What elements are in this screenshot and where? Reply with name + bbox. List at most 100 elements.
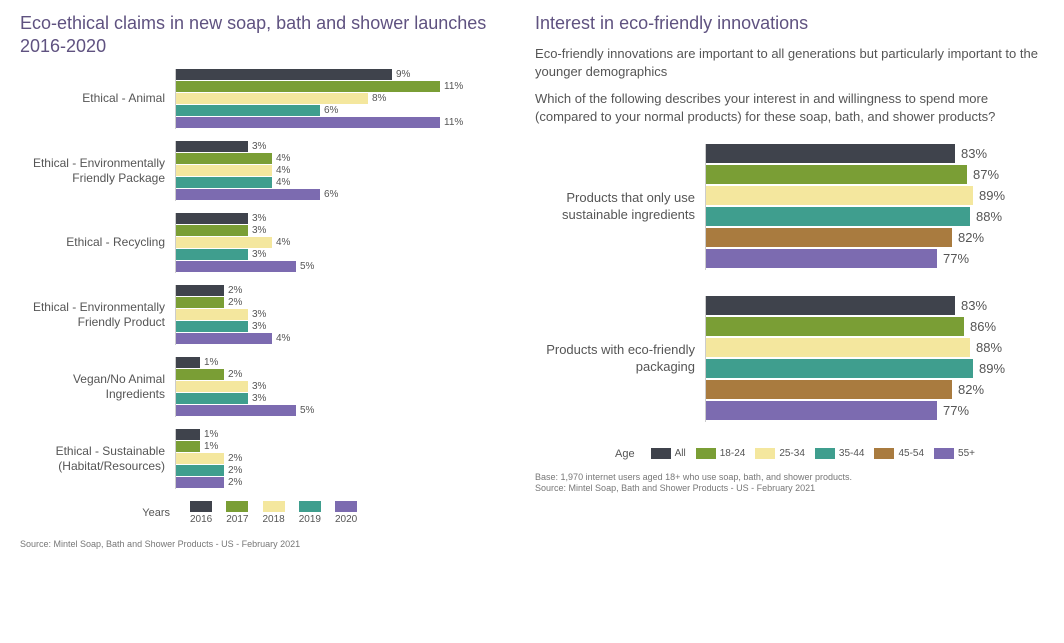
bar-value: 88%: [976, 340, 1002, 355]
left-legend: Years 20162017201820192020: [120, 501, 499, 525]
bar: [706, 186, 973, 205]
right-chart-title: Interest in eco-friendly innovations: [535, 12, 1044, 35]
bar: [176, 369, 224, 380]
bar-group: Ethical - Animal9%11%8%6%11%: [20, 69, 499, 129]
bars-area: 83%87%89%88%82%77%: [705, 144, 1044, 270]
bar-row: 4%: [176, 237, 499, 248]
bar-row: 82%: [706, 228, 1044, 247]
bar: [176, 105, 320, 116]
bars-area: 83%86%88%89%82%77%: [705, 296, 1044, 422]
bar-value: 5%: [300, 405, 314, 416]
bar-row: 2%: [176, 477, 499, 488]
bar-group: Products that only use sustainable ingre…: [535, 144, 1044, 270]
bar: [176, 225, 248, 236]
bar: [176, 81, 440, 92]
bar-value: 1%: [204, 441, 218, 452]
bar: [176, 285, 224, 296]
legend-color-box: [263, 501, 285, 512]
legend-swatch: 2020: [335, 501, 357, 525]
bar-value: 88%: [976, 209, 1002, 224]
bar: [176, 189, 320, 200]
bar: [176, 321, 248, 332]
legend-color-box: [651, 448, 671, 459]
bar-value: 3%: [252, 393, 266, 404]
legend-item-label: 2018: [263, 514, 285, 525]
bar-row: 77%: [706, 249, 1044, 268]
bar-row: 1%: [176, 357, 499, 368]
bar: [176, 93, 368, 104]
bar-value: 4%: [276, 165, 290, 176]
bar-row: 5%: [176, 405, 499, 416]
bar: [176, 153, 272, 164]
bar: [706, 296, 955, 315]
bar-value: 2%: [228, 369, 242, 380]
bar-row: 83%: [706, 296, 1044, 315]
right-bar-groups: Products that only use sustainable ingre…: [535, 144, 1044, 422]
bar-row: 3%: [176, 309, 499, 320]
category-label: Ethical - Environmentally Friendly Packa…: [20, 156, 175, 186]
bar: [706, 228, 952, 247]
bar-row: 2%: [176, 465, 499, 476]
bar: [176, 249, 248, 260]
bar-value: 9%: [396, 69, 410, 80]
bar: [706, 165, 967, 184]
bar: [176, 357, 200, 368]
legend-item-label: 2017: [226, 514, 248, 525]
category-label: Vegan/No Animal Ingredients: [20, 372, 175, 402]
legend-item-label: 55+: [958, 448, 975, 459]
right-chart-panel: Interest in eco-friendly innovations Eco…: [535, 12, 1044, 549]
bar: [176, 213, 248, 224]
bar: [706, 207, 970, 226]
bar-value: 11%: [444, 81, 463, 92]
right-source: Source: Mintel Soap, Bath and Shower Pro…: [535, 483, 1044, 495]
bar-row: 86%: [706, 317, 1044, 336]
bar: [706, 249, 937, 268]
bar: [706, 144, 955, 163]
bar-value: 82%: [958, 230, 984, 245]
category-label: Ethical - Environmentally Friendly Produ…: [20, 300, 175, 330]
category-label: Products that only use sustainable ingre…: [535, 190, 705, 223]
bar: [176, 261, 296, 272]
bar-value: 83%: [961, 146, 987, 161]
legend-swatch: 2019: [299, 501, 321, 525]
bar-value: 1%: [204, 429, 218, 440]
bar-value: 3%: [252, 249, 266, 260]
left-bar-groups: Ethical - Animal9%11%8%6%11%Ethical - En…: [20, 69, 499, 489]
left-legend-items: 20162017201820192020: [190, 501, 357, 525]
right-legend: Age All18-2425-3435-4445-5455+: [615, 448, 1044, 460]
bar: [176, 333, 272, 344]
bar-value: 2%: [228, 285, 242, 296]
bar: [176, 441, 200, 452]
bar-row: 83%: [706, 144, 1044, 163]
bar-row: 5%: [176, 261, 499, 272]
bar-group: Ethical - Environmentally Friendly Packa…: [20, 141, 499, 201]
bar-value: 77%: [943, 251, 969, 266]
bar-row: 2%: [176, 285, 499, 296]
legend-item-label: 25-34: [779, 448, 805, 459]
bar-row: 1%: [176, 441, 499, 452]
right-legend-label: Age: [615, 448, 635, 460]
legend-swatch: 2017: [226, 501, 248, 525]
bar-row: 2%: [176, 297, 499, 308]
bar-group: Ethical - Environmentally Friendly Produ…: [20, 285, 499, 345]
bar-row: 88%: [706, 338, 1044, 357]
bar-value: 89%: [979, 361, 1005, 376]
bar-value: 86%: [970, 319, 996, 334]
bar-row: 2%: [176, 453, 499, 464]
bar-value: 8%: [372, 93, 386, 104]
bar-row: 3%: [176, 141, 499, 152]
bar-value: 4%: [276, 153, 290, 164]
bar-value: 2%: [228, 453, 242, 464]
bar-value: 2%: [228, 477, 242, 488]
right-footnotes: Base: 1,970 internet users aged 18+ who …: [535, 472, 1044, 495]
bar-value: 3%: [252, 381, 266, 392]
bar-row: 89%: [706, 359, 1044, 378]
bar: [176, 177, 272, 188]
bar-group: Ethical - Recycling3%3%4%3%5%: [20, 213, 499, 273]
bar-row: 8%: [176, 93, 499, 104]
legend-swatch: 45-54: [874, 448, 924, 459]
bar: [176, 309, 248, 320]
bar: [176, 117, 440, 128]
bar-value: 82%: [958, 382, 984, 397]
bar-value: 1%: [204, 357, 218, 368]
